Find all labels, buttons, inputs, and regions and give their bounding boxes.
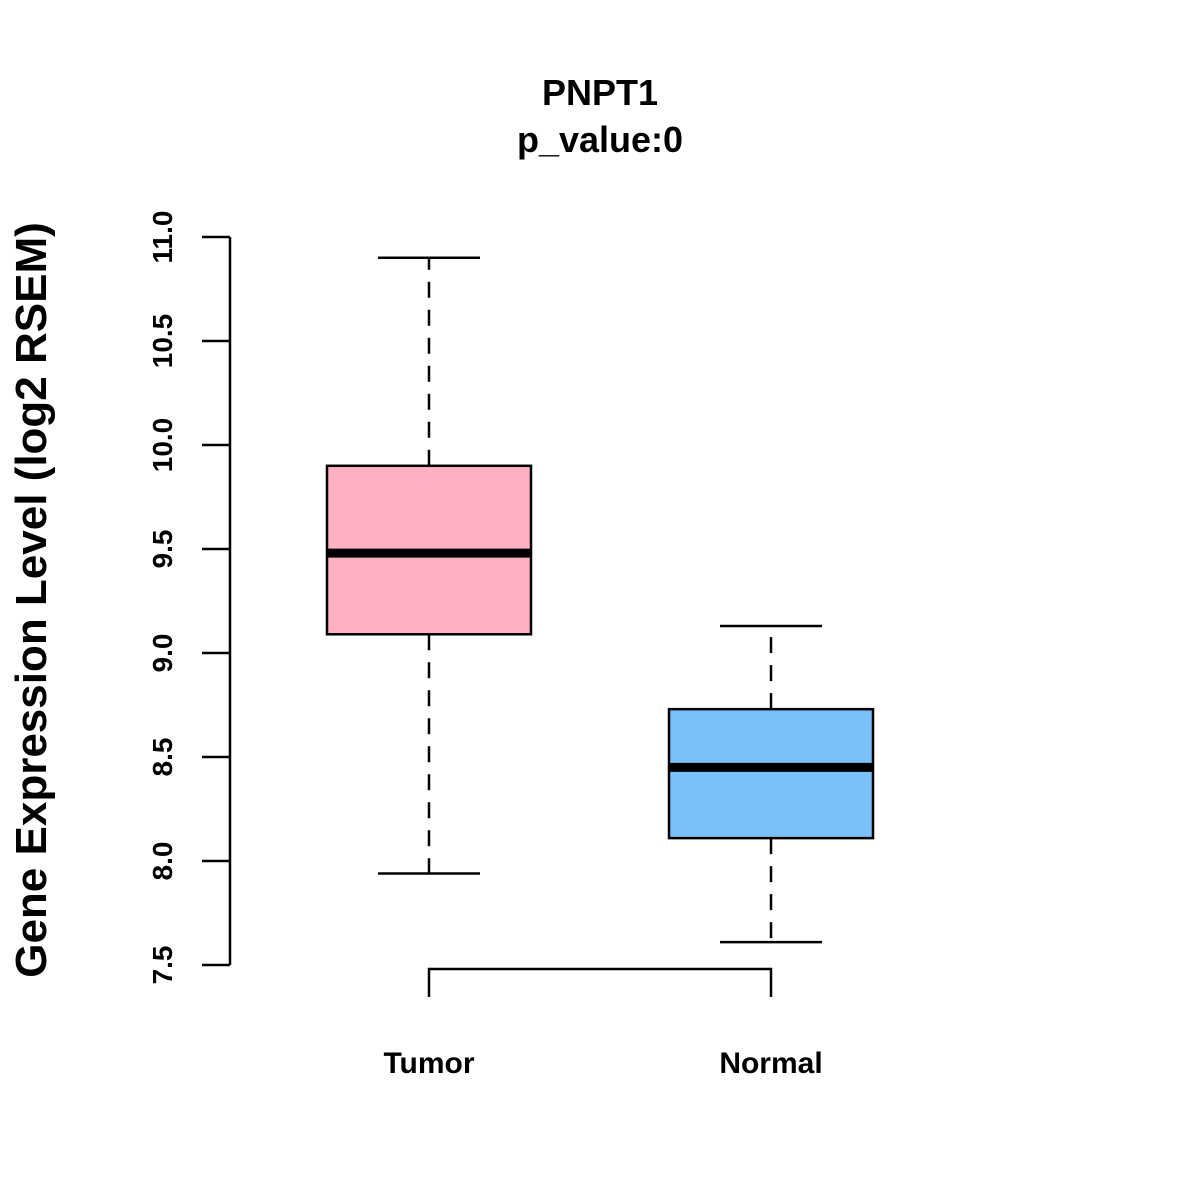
y-tick-label-3: 9.0	[147, 634, 178, 673]
y-axis: 7.5 8.0 8.5 9.0 9.5 10.0 10.5 11.0	[147, 211, 232, 985]
y-tick-label-7: 11.0	[147, 211, 178, 264]
boxes-group	[325, 256, 875, 944]
y-axis-label: Gene Expression Level (log2 RSEM)	[7, 222, 56, 978]
chart-subtitle: p_value:0	[517, 119, 683, 160]
y-tick-label-4: 9.5	[147, 530, 178, 569]
x-axis-labels: Tumor Normal	[383, 1047, 822, 1080]
chart-title: PNPT1	[542, 72, 658, 113]
box-normal	[667, 624, 875, 944]
box-rect-normal	[667, 707, 875, 840]
y-tick-label-6: 10.5	[147, 314, 178, 369]
significance-bracket	[427, 967, 773, 997]
y-tick-label-0: 7.5	[147, 946, 178, 985]
x-label-tumor: Tumor	[383, 1047, 474, 1080]
y-tick-label-1: 8.0	[147, 842, 178, 881]
box-tumor	[325, 256, 533, 875]
y-tick-label-2: 8.5	[147, 738, 178, 777]
y-tick-label-5: 10.0	[147, 418, 178, 473]
x-label-normal: Normal	[719, 1047, 822, 1080]
significance-bracket-path	[427, 967, 773, 997]
